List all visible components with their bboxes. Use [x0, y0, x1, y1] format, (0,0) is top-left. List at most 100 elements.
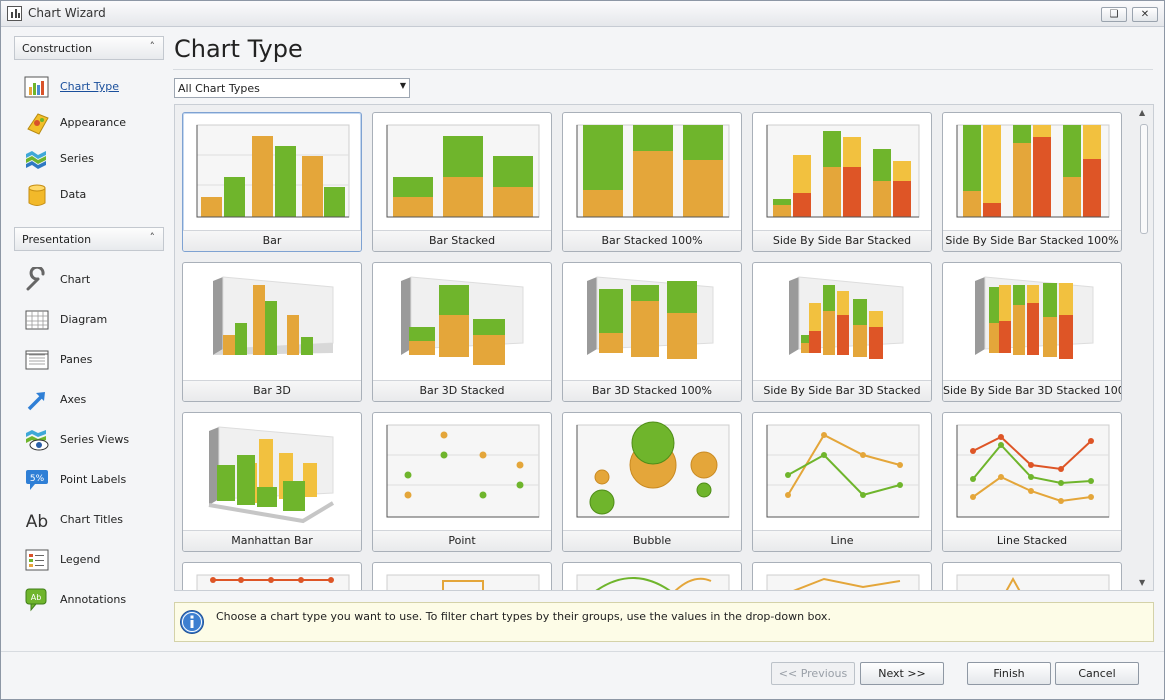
sidebar-item-series-views[interactable]: Series Views [21, 425, 171, 455]
sidebar-item-panes[interactable]: Panes [21, 345, 171, 375]
window-title: Chart Wizard [28, 6, 106, 20]
sidebar-item-label: Chart Titles [60, 513, 124, 526]
sidebar-item-legend[interactable]: Legend [21, 545, 171, 575]
next-button[interactable]: Next >> [860, 662, 944, 685]
tile-caption: Bar [183, 230, 361, 251]
side-by-side-bar-stacked-100-thumbnail [956, 124, 1110, 218]
sidebar-item-label: Chart Type [60, 80, 119, 93]
chart-type-tile-side-by-side-bar-3d-stacked-100[interactable]: Side By Side Bar 3D Stacked 100% [942, 262, 1122, 402]
tile-caption: Point [373, 530, 551, 551]
sidebar-item-chart[interactable]: Chart [21, 265, 171, 295]
palette-icon [27, 113, 49, 135]
layers-icon [26, 151, 46, 169]
line-thumbnail [766, 424, 920, 518]
panes-icon [25, 350, 49, 370]
tile-caption: Side By Side Bar Stacked [753, 230, 931, 251]
chart-type-tile-bubble[interactable]: Bubble [562, 412, 742, 552]
chart-type-tile-bar[interactable]: Bar [182, 112, 362, 252]
gallery-scrollbar[interactable]: ▲ ▼ [1136, 106, 1152, 589]
chart-type-tile-bar-3d[interactable]: Bar 3D [182, 262, 362, 402]
tile-caption: Side By Side Bar 3D Stacked [753, 380, 931, 401]
chart-type-tile-line[interactable]: Line [752, 412, 932, 552]
tile-caption: Bar Stacked [373, 230, 551, 251]
tile-caption: Bar 3D Stacked [373, 380, 551, 401]
bar-stacked-thumbnail [386, 124, 540, 218]
title-bar: Chart Wizard ❑ ✕ [1, 1, 1164, 27]
chevron-up-icon: ˄ [149, 40, 156, 53]
scroll-down-icon[interactable]: ▼ [1139, 578, 1146, 587]
chart-type-tile-bar-stacked-100[interactable]: Bar Stacked 100% [562, 112, 742, 252]
partial-thumbnail [956, 574, 1110, 590]
tile-caption: Manhattan Bar [183, 530, 361, 551]
side-by-side-bar-3d-stacked-thumbnail [789, 276, 904, 359]
side-by-side-bar-3d-stacked-100-thumbnail [975, 276, 1094, 359]
partial-thumbnail [196, 574, 350, 590]
footer-divider [1, 651, 1164, 652]
sidebar-item-data[interactable]: Data [21, 180, 171, 210]
chart-type-tile-side-by-side-bar-stacked[interactable]: Side By Side Bar Stacked [752, 112, 932, 252]
chart-type-gallery: Bar Bar Stacked [174, 104, 1154, 591]
chart-type-tile-partial-5[interactable] [942, 562, 1122, 590]
tile-caption: Bar 3D [183, 380, 361, 401]
percent-label-icon: 5% [26, 470, 48, 490]
tile-caption: Side By Side Bar Stacked 100% [943, 230, 1121, 251]
construction-header-label: Construction [22, 42, 93, 55]
point-labels-badge: 5% [30, 474, 45, 484]
partial-thumbnail [766, 574, 920, 590]
sidebar-item-label: Series [60, 152, 94, 165]
chart-type-tile-side-by-side-bar-3d-stacked[interactable]: Side By Side Bar 3D Stacked [752, 262, 932, 402]
chart-type-tile-point[interactable]: Point [372, 412, 552, 552]
chart-type-tile-line-stacked[interactable]: Line Stacked [942, 412, 1122, 552]
sidebar-item-label: Annotations [60, 593, 127, 606]
manhattan-bar-thumbnail [208, 426, 335, 524]
finish-button[interactable]: Finish [967, 662, 1051, 685]
legend-icon [25, 549, 49, 571]
bar-stacked-100-thumbnail [576, 124, 730, 218]
tile-caption: Line Stacked [943, 530, 1121, 551]
presentation-header-label: Presentation [22, 233, 92, 246]
close-button[interactable]: ✕ [1132, 7, 1158, 22]
sidebar-item-label: Chart [60, 273, 91, 286]
sidebar-item-axes[interactable]: Axes [21, 385, 171, 415]
chart-type-tile-manhattan-bar[interactable]: Manhattan Bar [182, 412, 362, 552]
bar-3d-stacked-thumbnail [401, 276, 524, 365]
sidebar-item-annotations[interactable]: Ab Annotations [21, 585, 171, 615]
bar-3d-thumbnail [213, 276, 334, 355]
chart-type-tile-bar-stacked[interactable]: Bar Stacked [372, 112, 552, 252]
tile-caption: Bubble [563, 530, 741, 551]
dropdown-arrow-icon[interactable]: ▼ [399, 81, 406, 90]
chart-type-tile-partial-2[interactable] [372, 562, 552, 590]
sidebar-item-chart-titles[interactable]: Ab Chart Titles [21, 505, 171, 535]
sidebar-item-chart-type[interactable]: Chart Type [21, 72, 171, 102]
sidebar-item-label: Appearance [60, 116, 127, 129]
restore-button[interactable]: ❑ [1101, 7, 1127, 22]
presentation-group-header[interactable]: Presentation ˄ [14, 227, 164, 251]
sidebar-item-series[interactable]: Series [21, 144, 171, 174]
sidebar-item-diagram[interactable]: Diagram [21, 305, 171, 335]
chart-type-tile-partial-3[interactable] [562, 562, 742, 590]
info-icon [180, 610, 204, 634]
sidebar-item-point-labels[interactable]: 5% Point Labels [21, 465, 171, 495]
chevron-up-icon: ˄ [149, 231, 156, 244]
sidebar-item-label: Panes [60, 353, 93, 366]
sidebar-item-appearance[interactable]: Appearance [21, 108, 171, 138]
previous-button[interactable]: << Previous [771, 662, 855, 685]
info-text: Choose a chart type you want to use. To … [216, 610, 831, 623]
cancel-button[interactable]: Cancel [1055, 662, 1139, 685]
scroll-up-icon[interactable]: ▲ [1139, 108, 1146, 117]
title-divider [173, 69, 1153, 70]
bar-chart-icon [24, 76, 49, 98]
chart-type-tile-side-by-side-bar-stacked-100[interactable]: Side By Side Bar Stacked 100% [942, 112, 1122, 252]
scrollbar-thumb[interactable] [1140, 124, 1148, 234]
page-title: Chart Type [174, 35, 303, 63]
chart-type-filter-dropdown[interactable]: All Chart Types ▼ [174, 78, 410, 98]
chart-type-tile-bar-3d-stacked-100[interactable]: Bar 3D Stacked 100% [562, 262, 742, 402]
filter-value: All Chart Types [178, 82, 260, 95]
chart-type-tile-partial-4[interactable] [752, 562, 932, 590]
sidebar-item-label: Diagram [60, 313, 108, 326]
chart-type-tile-partial-1[interactable] [182, 562, 362, 590]
construction-group-header[interactable]: Construction ˄ [14, 36, 164, 60]
sidebar-item-label: Data [60, 188, 87, 201]
chart-type-tile-bar-3d-stacked[interactable]: Bar 3D Stacked [372, 262, 552, 402]
